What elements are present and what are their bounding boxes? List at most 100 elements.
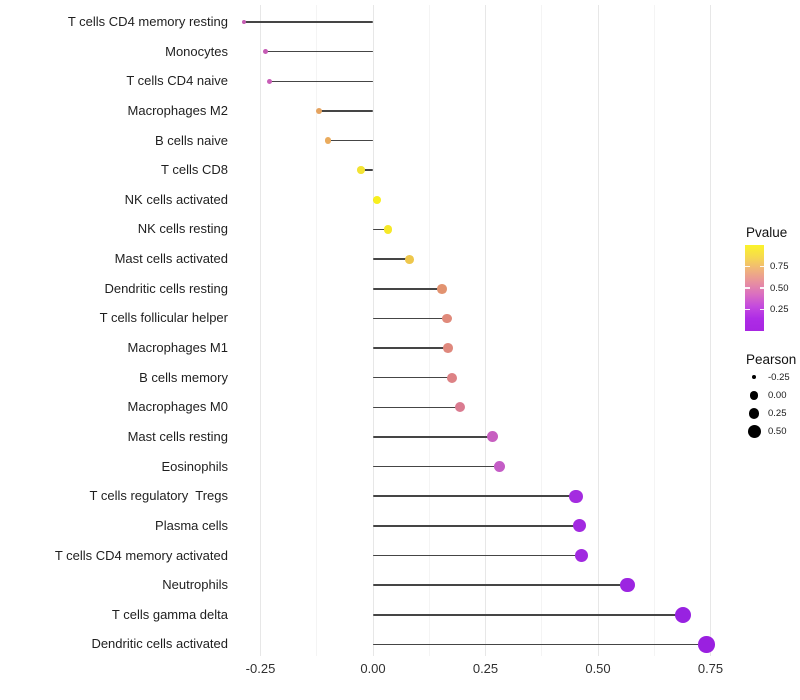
category-label: Monocytes (165, 43, 228, 59)
gridline-major (710, 5, 711, 656)
category-label: Dendritic cells resting (104, 280, 228, 296)
gridline-minor (653, 5, 655, 656)
lollipop-stem (373, 495, 576, 497)
lollipop-dot (442, 313, 453, 324)
lollipop-dot (487, 431, 499, 443)
lollipop-dot (372, 195, 381, 204)
category-label: Mast cells resting (127, 428, 228, 444)
lollipop-stem (373, 436, 493, 438)
lollipop-stem (244, 21, 373, 23)
gridline-major (485, 5, 486, 656)
gridline-minor (541, 5, 543, 656)
category-label: Eosinophils (161, 458, 229, 474)
colorbar-tick (745, 308, 750, 311)
category-label: B cells memory (139, 369, 228, 385)
x-axis-tick-label: 0.00 (360, 661, 386, 676)
lollipop-stem (373, 228, 388, 231)
pvalue-colorbar (745, 245, 764, 331)
pvalue-legend-title: Pvalue (746, 225, 788, 240)
lollipop-dot (443, 343, 454, 353)
gridline-major (372, 5, 374, 656)
pearson-legend-title: Pearson (746, 352, 797, 367)
gridline-minor (316, 5, 318, 656)
pearson-legend-label: -0.25 (768, 371, 790, 383)
pearson-legend-dot (748, 408, 760, 419)
category-label: T cells regulatory Tregs (89, 488, 228, 504)
category-label: T cells CD4 naive (126, 73, 228, 89)
pearson-legend-dot (747, 425, 761, 439)
category-label: T cells follicular helper (99, 310, 228, 326)
lollipop-stem (373, 317, 448, 320)
lollipop-stem (373, 584, 628, 586)
lollipop-dot (324, 137, 332, 144)
category-label: Plasma cells (155, 517, 228, 533)
category-label: Macrophages M1 (127, 340, 228, 356)
lollipop-stem (373, 465, 500, 468)
pearson-legend-label: 0.25 (768, 408, 787, 419)
category-label: Mast cells activated (114, 251, 228, 267)
category-label: NK cells activated (124, 191, 228, 207)
colorbar-tick (745, 287, 750, 289)
category-label: Neutrophils (162, 577, 228, 593)
x-axis-tick-label: 0.75 (697, 661, 724, 676)
category-label: T cells CD4 memory activated (54, 547, 228, 563)
lollipop-stem (373, 643, 707, 646)
colorbar-tick (759, 308, 764, 311)
gridline-major (597, 5, 599, 656)
lollipop-dot (242, 19, 247, 25)
colorbar-tick-label: 0.75 (770, 261, 789, 272)
lollipop-dot (263, 49, 269, 55)
lollipop-dot (357, 166, 365, 174)
pearson-legend-label: 0.00 (768, 389, 787, 401)
lollipop-stem (373, 614, 684, 616)
lollipop-dot (267, 78, 273, 84)
lollipop-dot (569, 489, 583, 503)
x-axis-tick-label: -0.25 (245, 661, 276, 676)
lollipop-stem (373, 406, 460, 409)
colorbar-tick (759, 287, 764, 289)
category-label: Macrophages M0 (127, 399, 228, 415)
lollipop-stem (360, 169, 373, 171)
colorbar-tick-label: 0.50 (770, 282, 789, 294)
lollipop-dot (405, 254, 414, 264)
category-label: T cells CD4 memory resting (67, 14, 228, 29)
lollipop-dot (494, 461, 506, 473)
x-axis-tick-label: 0.50 (585, 661, 611, 676)
category-label: Dendritic cells activated (91, 636, 228, 652)
lollipop-dot (575, 548, 589, 563)
lollipop-dot (446, 372, 457, 383)
lollipop-stem (265, 50, 373, 53)
category-label: Macrophages M2 (127, 102, 228, 118)
pearson-legend-label: 0.50 (768, 426, 787, 438)
lollipop-dot (383, 225, 392, 234)
lollipop-stem (373, 347, 449, 349)
category-label: NK cells resting (137, 221, 228, 237)
pearson-legend-dot (749, 391, 759, 400)
lollipop-stem (328, 139, 373, 142)
lollipop-dot (437, 283, 448, 294)
colorbar-tick (759, 265, 764, 268)
lollipop-dot (619, 577, 635, 593)
lollipop-stem (319, 110, 373, 112)
x-axis-tick-label: 0.25 (472, 661, 499, 676)
category-label: B cells naive (155, 132, 228, 148)
lollipop-stem (373, 258, 410, 260)
colorbar-tick (745, 265, 750, 268)
lollipop-stem (373, 554, 582, 557)
lollipop-dot (454, 402, 465, 413)
lollipop-dot (315, 107, 323, 115)
lollipop-dot (572, 519, 587, 533)
pearson-legend-dot (752, 375, 756, 380)
gridline-major (260, 5, 261, 656)
lollipop-dot (698, 636, 715, 653)
lollipop-stem (373, 376, 452, 379)
gridline-minor (428, 5, 430, 656)
lollipop-stem (269, 80, 373, 83)
category-label: T cells gamma delta (111, 606, 228, 622)
lollipop-stem (373, 525, 580, 527)
category-label: T cells CD8 (161, 162, 228, 178)
lollipop-stem (373, 288, 443, 290)
lollipop-dot (675, 606, 692, 623)
colorbar-tick-label: 0.25 (770, 304, 789, 315)
